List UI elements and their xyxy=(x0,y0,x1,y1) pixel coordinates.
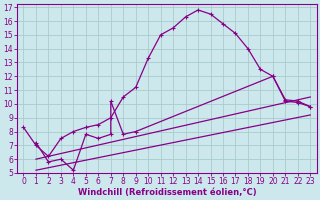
X-axis label: Windchill (Refroidissement éolien,°C): Windchill (Refroidissement éolien,°C) xyxy=(77,188,256,197)
